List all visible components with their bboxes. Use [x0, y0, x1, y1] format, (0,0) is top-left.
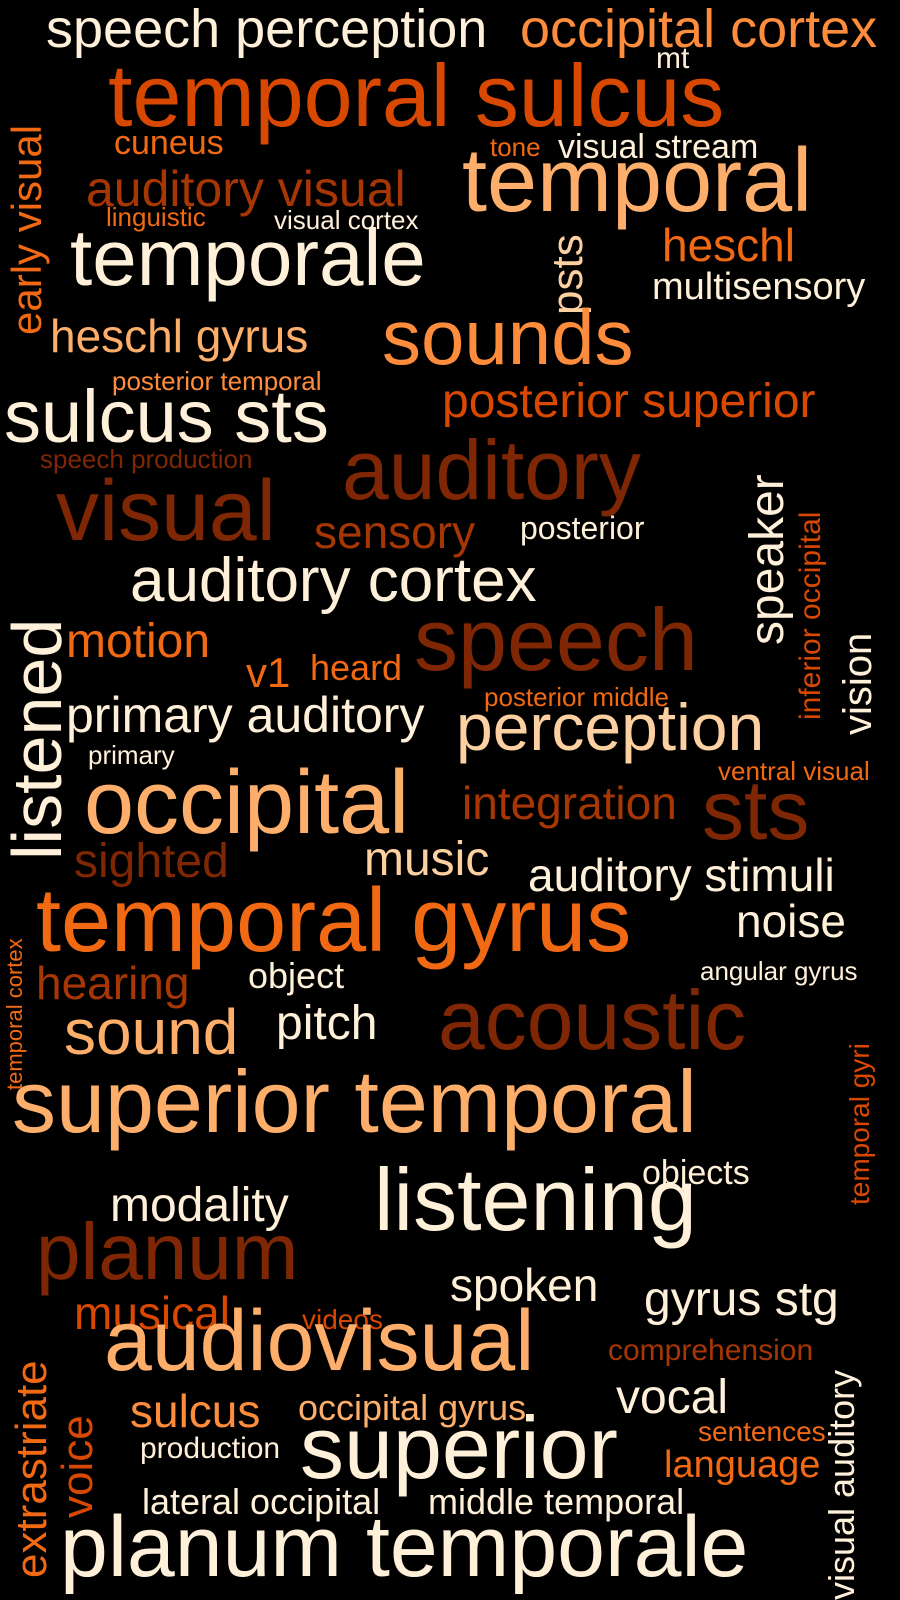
word-spoken: spoken	[450, 1259, 599, 1311]
word-linguistic: linguistic	[106, 202, 206, 232]
word-musical: musical	[74, 1287, 230, 1339]
word-tone: tone	[490, 132, 541, 162]
word-speaker: speaker	[741, 474, 794, 645]
word-cuneus: cuneus	[114, 124, 224, 162]
word-language: language	[664, 1444, 821, 1486]
word-auditory-stimuli: auditory stimuli	[528, 849, 835, 901]
word-listened: listened	[0, 618, 76, 860]
word-speech: speech	[414, 590, 698, 689]
word-sulcus-sts: sulcus sts	[4, 375, 329, 458]
word-temporal-gyri: temporal gyri	[844, 1043, 875, 1205]
word-perception: perception	[456, 690, 765, 764]
word-visual: visual	[56, 463, 276, 559]
word-ventral-visual: ventral visual	[718, 756, 870, 786]
word-auditory: auditory	[342, 423, 641, 517]
word-gyrus-stg: gyrus stg	[644, 1273, 839, 1326]
word-pitch: pitch	[276, 997, 378, 1050]
word-vision: vision	[836, 632, 880, 735]
word-speech-production: speech production	[40, 444, 253, 474]
word-auditory-visual: auditory visual	[86, 161, 406, 217]
word-heschl: heschl	[662, 219, 795, 271]
word-primary: primary	[88, 740, 175, 770]
word-posterior-temporal: posterior temporal	[112, 366, 322, 396]
word-videos: videos	[302, 1304, 383, 1335]
word-occipital: occipital	[84, 753, 410, 853]
word-music: music	[364, 833, 490, 886]
word-lateral-occipital: lateral occipital	[142, 1481, 381, 1522]
word-objects: objects	[642, 1154, 750, 1192]
word-mt: mt	[656, 42, 690, 75]
word-posterior-middle: posterior middle	[484, 682, 669, 712]
word-occipital-gyrus: occipital gyrus	[298, 1387, 527, 1428]
word-sulcus: sulcus	[130, 1385, 261, 1437]
word-sounds: sounds	[382, 293, 634, 381]
word-sound: sound	[64, 996, 239, 1068]
word-temporale: temporale	[70, 213, 426, 302]
word-sts: sts	[702, 763, 810, 857]
word-superior: superior	[300, 1398, 618, 1497]
word-heard: heard	[310, 647, 403, 688]
word-listening: listening	[374, 1150, 697, 1249]
word-object: object	[248, 955, 345, 996]
word-vocal: vocal	[616, 1371, 729, 1424]
word-primary-auditory: primary auditory	[66, 687, 425, 743]
word-auditory-cortex: auditory cortex	[130, 546, 537, 615]
word-extrastriate: extrastriate	[7, 1360, 56, 1578]
word-superior-temporal: superior temporal	[12, 1052, 697, 1151]
word-visual-cortex: visual cortex	[274, 205, 419, 235]
word-modality: modality	[110, 1179, 289, 1232]
word-angular-gyrus: angular gyrus	[700, 956, 858, 986]
word-comprehension: comprehension	[608, 1334, 814, 1367]
word-heschl-gyrus: heschl gyrus	[50, 310, 309, 362]
word-production: production	[140, 1432, 281, 1465]
word-posterior: posterior	[520, 510, 645, 546]
word-sighted: sighted	[74, 835, 229, 888]
word-integration: integration	[462, 777, 677, 829]
word-posterior-superior: posterior superior	[442, 375, 816, 428]
word-planum: planum	[36, 1207, 299, 1296]
word-hearing: hearing	[36, 957, 190, 1009]
word-temporal-gyrus: temporal gyrus	[36, 871, 632, 971]
word-multisensory: multisensory	[652, 266, 866, 308]
word-temporal: temporal	[462, 131, 813, 231]
word-early-visual: early visual	[3, 124, 50, 335]
word-speech-perception: speech perception	[46, 0, 488, 59]
word-occipital-cortex: occipital cortex	[520, 0, 878, 59]
word-noise: noise	[736, 895, 846, 947]
word-audiovisual: audiovisual	[104, 1293, 535, 1389]
word-motion: motion	[66, 615, 211, 668]
word-acoustic: acoustic	[438, 973, 747, 1067]
word-temporal-sulcus: temporal sulcus	[108, 46, 725, 145]
word-visual-stream: visual stream	[558, 128, 759, 166]
word-planum-temporale: planum temporale	[60, 1499, 749, 1595]
word-inferior-occipital: inferior occipital	[794, 511, 827, 720]
word-middle-temporal: middle temporal	[428, 1481, 685, 1522]
word-sensory: sensory	[314, 506, 476, 558]
word-v1: v1	[246, 649, 291, 696]
word-visual-auditory: visual auditory	[821, 1369, 862, 1600]
word-sentences: sentences	[698, 1416, 826, 1447]
